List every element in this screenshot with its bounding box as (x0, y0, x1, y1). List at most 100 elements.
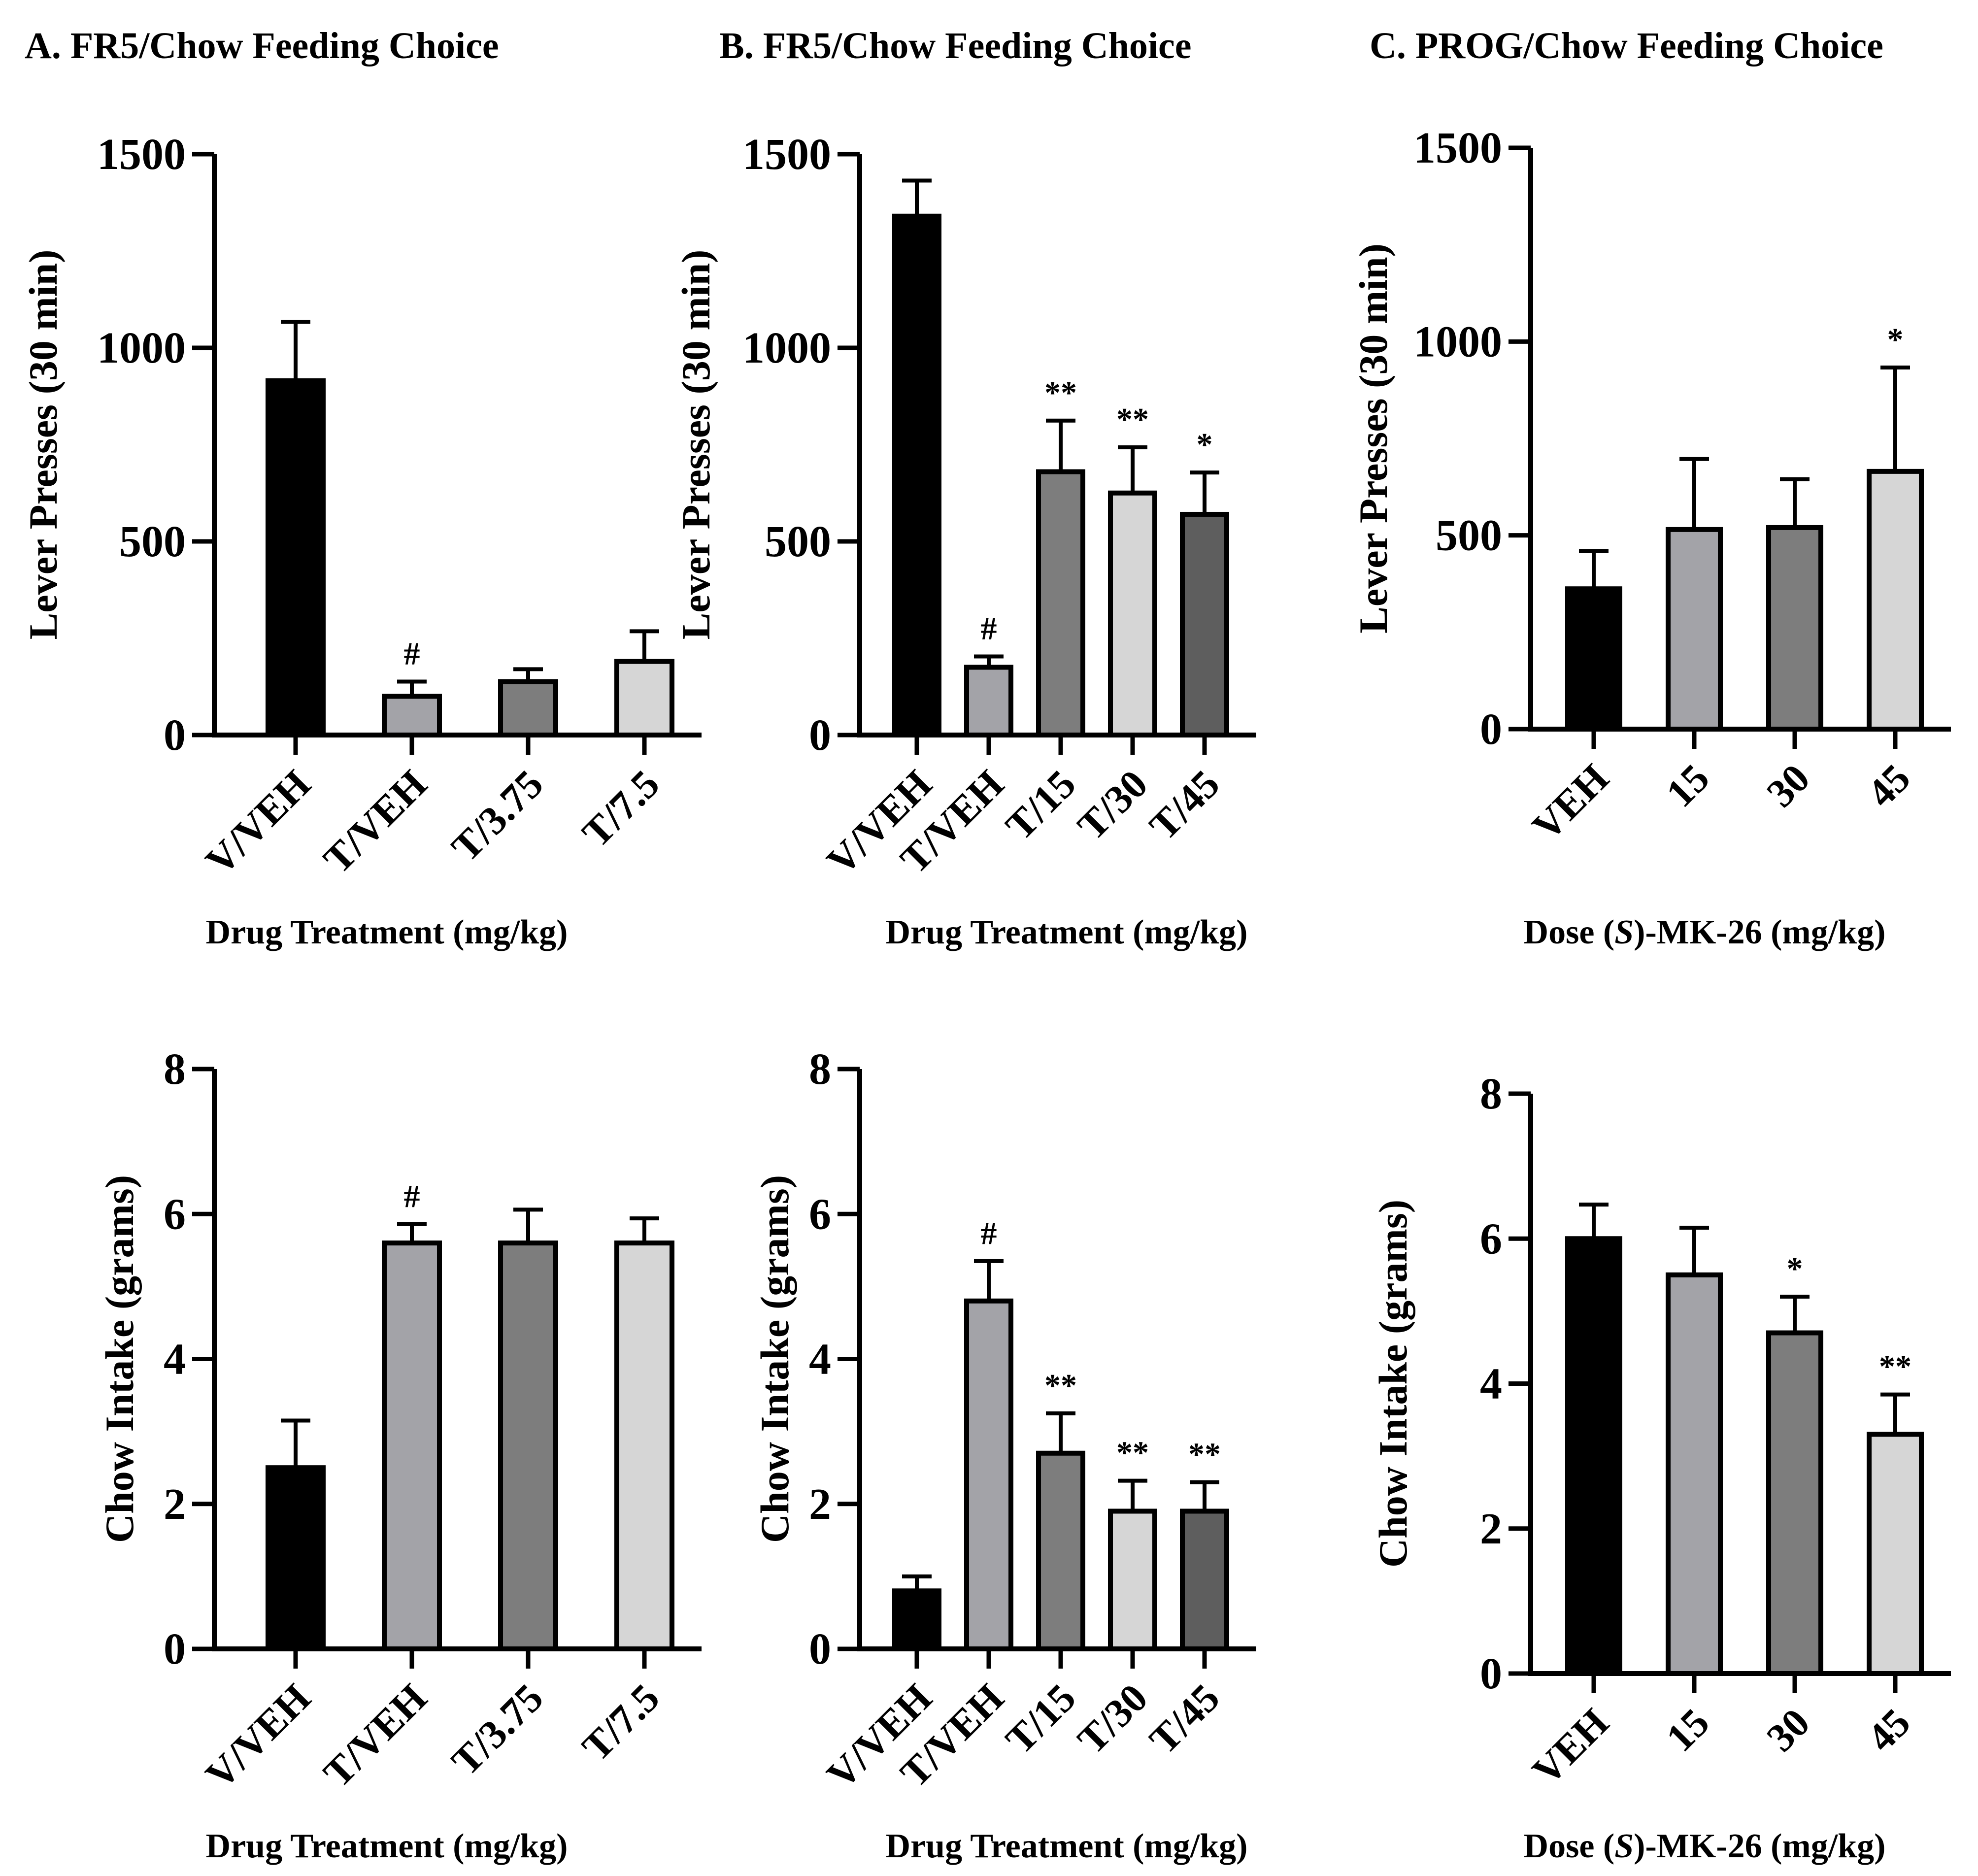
y-tick-label: 2 (164, 1480, 186, 1529)
bar (1666, 1272, 1723, 1676)
panel-title: A. FR5/Chow Feeding Choice (25, 25, 499, 67)
y-tick-label: 6 (164, 1190, 186, 1239)
y-axis-title: Chow Intake (grams) (1371, 1200, 1415, 1568)
y-tick-label: 0 (809, 1625, 831, 1674)
y-tick-label: 4 (164, 1335, 186, 1384)
y-tick-label: 6 (809, 1190, 831, 1239)
y-axis-title: Lever Presses (30 min) (673, 250, 718, 640)
y-axis-title: Lever Presses (30 min) (1351, 243, 1396, 634)
y-tick-label: 8 (164, 1045, 186, 1094)
significance-marker: # (981, 610, 997, 646)
y-tick-label: 1000 (1413, 317, 1502, 366)
bar (892, 1588, 941, 1652)
category-label: T/30 (1069, 761, 1156, 848)
category-label: V/VEH (197, 1675, 319, 1797)
y-tick-label: 500 (765, 517, 831, 566)
category-label: VEH (1524, 1700, 1617, 1793)
category-label: 15 (1657, 1700, 1717, 1760)
x-axis-title-part: Dose ( (1524, 913, 1615, 951)
category-label: T/3.75 (443, 761, 552, 870)
category-label: T/3.75 (443, 1675, 552, 1784)
x-axis-title: Dose (S)-MK-26 (mg/kg) (1524, 1827, 1886, 1865)
significance-marker: ** (1188, 1437, 1221, 1473)
significance-marker: ** (1044, 1368, 1077, 1404)
y-tick-label: 8 (1480, 1070, 1502, 1118)
bar (266, 378, 326, 737)
y-tick-label: 4 (1480, 1360, 1502, 1408)
y-tick-label: 0 (164, 711, 186, 760)
bar (1180, 1508, 1229, 1651)
y-tick-label: 1500 (1413, 124, 1502, 172)
x-axis-title-part: )-MK-26 (mg/kg) (1634, 913, 1885, 951)
bar (964, 1298, 1013, 1652)
y-tick-label: 500 (1436, 511, 1502, 560)
category-label: V/VEH (197, 761, 319, 883)
significance-marker: ** (1116, 1435, 1149, 1471)
category-label: 45 (1858, 1700, 1918, 1760)
bar (1180, 511, 1229, 737)
significance-marker: * (1787, 1251, 1803, 1287)
x-axis-title-part: S (1614, 1827, 1634, 1865)
category-label: T/45 (1141, 1675, 1228, 1762)
y-tick-label: 6 (1480, 1214, 1502, 1263)
significance-marker: ** (1879, 1349, 1911, 1385)
y-axis-title: Chow Intake (grams) (752, 1175, 797, 1543)
category-label: T/45 (1141, 761, 1228, 848)
x-axis-title: Dose (S)-MK-26 (mg/kg) (1524, 913, 1886, 951)
panel-title: B. FR5/Chow Feeding Choice (719, 25, 1191, 67)
category-label: 45 (1858, 755, 1918, 815)
bar (382, 1240, 442, 1652)
y-tick-label: 0 (1480, 1649, 1502, 1698)
y-axis-title: Chow Intake (grams) (97, 1175, 142, 1543)
y-axis-title: Lever Presses (30 min) (21, 250, 66, 640)
y-tick-label: 4 (809, 1335, 831, 1384)
significance-marker: ** (1044, 375, 1077, 411)
bar (1108, 490, 1157, 737)
y-tick-label: 500 (119, 517, 186, 566)
y-tick-label: 1500 (97, 130, 186, 179)
bar (1565, 586, 1622, 732)
bar (614, 1240, 674, 1652)
category-label: T/15 (997, 1675, 1084, 1762)
category-label: T/7.5 (573, 761, 668, 856)
y-tick-label: 1000 (742, 324, 831, 372)
y-tick-label: 1000 (97, 324, 186, 372)
category-label: T/VEH (315, 761, 436, 882)
y-tick-label: 1500 (742, 130, 831, 179)
category-label: 30 (1758, 755, 1818, 815)
bar (1565, 1236, 1622, 1676)
category-label: T/7.5 (573, 1675, 668, 1770)
bar (1867, 469, 1924, 732)
x-axis-title: Drug Treatment (mg/kg) (206, 913, 568, 951)
category-label: T/15 (997, 761, 1084, 848)
x-axis-title-part: )-MK-26 (mg/kg) (1634, 1827, 1885, 1865)
category-label: T/30 (1069, 1675, 1156, 1762)
bar (1108, 1508, 1157, 1651)
x-axis-title: Drug Treatment (mg/kg) (206, 1827, 568, 1865)
category-label: VEH (1524, 755, 1617, 849)
category-label: 15 (1657, 755, 1717, 815)
category-label: T/VEH (315, 1675, 436, 1796)
significance-marker: * (1197, 427, 1213, 463)
significance-marker: ** (1116, 402, 1149, 437)
bar (614, 659, 674, 738)
bar (498, 1240, 558, 1652)
y-tick-label: 2 (809, 1480, 831, 1529)
panel-title: C. PROG/Chow Feeding Choice (1370, 25, 1883, 67)
significance-marker: # (981, 1215, 997, 1251)
x-axis-title-part: Dose ( (1524, 1827, 1615, 1865)
bar (1666, 527, 1723, 732)
panel-C-bottom: 0 2 4 6 8 Chow Intake (grams) VEH 15 30 * 45 ** Dose… (1371, 1070, 1951, 1865)
bar (1036, 1450, 1085, 1651)
bar (1766, 1330, 1823, 1676)
y-tick-label: 0 (1480, 705, 1502, 754)
panel-A-top: A. FR5/Chow Feeding Choice 0 500 1000 1500 Le… (21, 25, 702, 951)
bar (1766, 525, 1823, 732)
bar (1036, 469, 1085, 737)
panel-C-top: C. PROG/Chow Feeding Choice 0 500 1000 1500 L… (1351, 25, 1951, 951)
y-tick-label: 0 (809, 711, 831, 760)
bar (382, 694, 442, 738)
y-tick-label: 0 (164, 1625, 186, 1674)
